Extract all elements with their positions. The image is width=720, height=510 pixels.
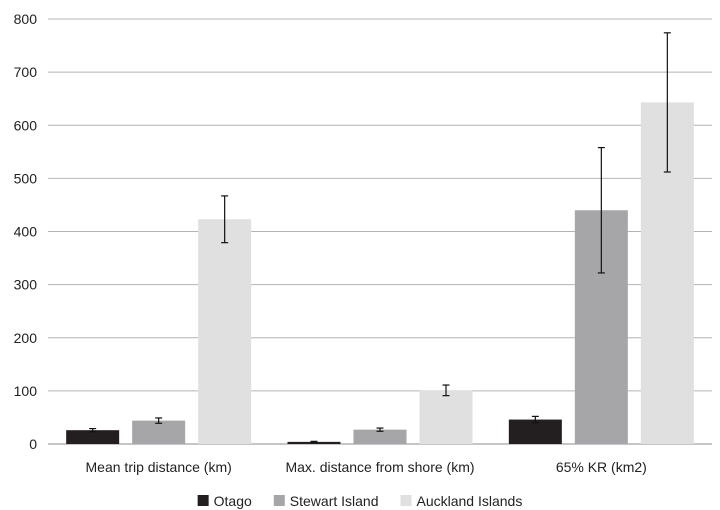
legend-label: Otago <box>214 493 252 509</box>
y-tick-label: 200 <box>14 330 38 346</box>
legend: Otago Stewart Island Auckland Islands <box>197 493 523 509</box>
y-tick-label: 800 <box>14 11 38 27</box>
y-tick-label: 600 <box>14 117 38 133</box>
x-axis-categories: Mean trip distance (km) Max. distance fro… <box>86 459 647 475</box>
bar-otago <box>66 430 120 444</box>
y-tick-label: 300 <box>14 277 38 293</box>
legend-swatch-auckland-islands <box>400 495 412 506</box>
legend-label: Stewart Island <box>290 493 379 509</box>
y-tick-label: 700 <box>14 64 38 80</box>
x-category-label: 65% KR (km2) <box>556 459 647 475</box>
gridlines <box>48 18 712 445</box>
y-tick-label: 0 <box>29 436 37 452</box>
bar-otago <box>508 419 562 444</box>
y-tick-label: 100 <box>14 383 38 399</box>
y-axis-ticks: 0 100 200 300 400 500 600 700 800 <box>14 11 38 452</box>
y-tick-label: 400 <box>14 224 38 240</box>
y-tick-label: 500 <box>14 170 38 186</box>
error-bars <box>89 32 671 444</box>
legend-swatch-otago <box>197 495 209 506</box>
legend-swatch-stewart-island <box>273 495 285 506</box>
bar-stewart-island <box>353 429 407 444</box>
bar-stewart-island <box>132 420 186 444</box>
x-category-label: Mean trip distance (km) <box>86 459 232 475</box>
bar-auckland-islands <box>198 219 252 444</box>
bar-auckland-islands <box>419 390 473 444</box>
legend-label: Auckland Islands <box>417 493 523 509</box>
x-category-label: Max. distance from shore (km) <box>285 459 474 475</box>
